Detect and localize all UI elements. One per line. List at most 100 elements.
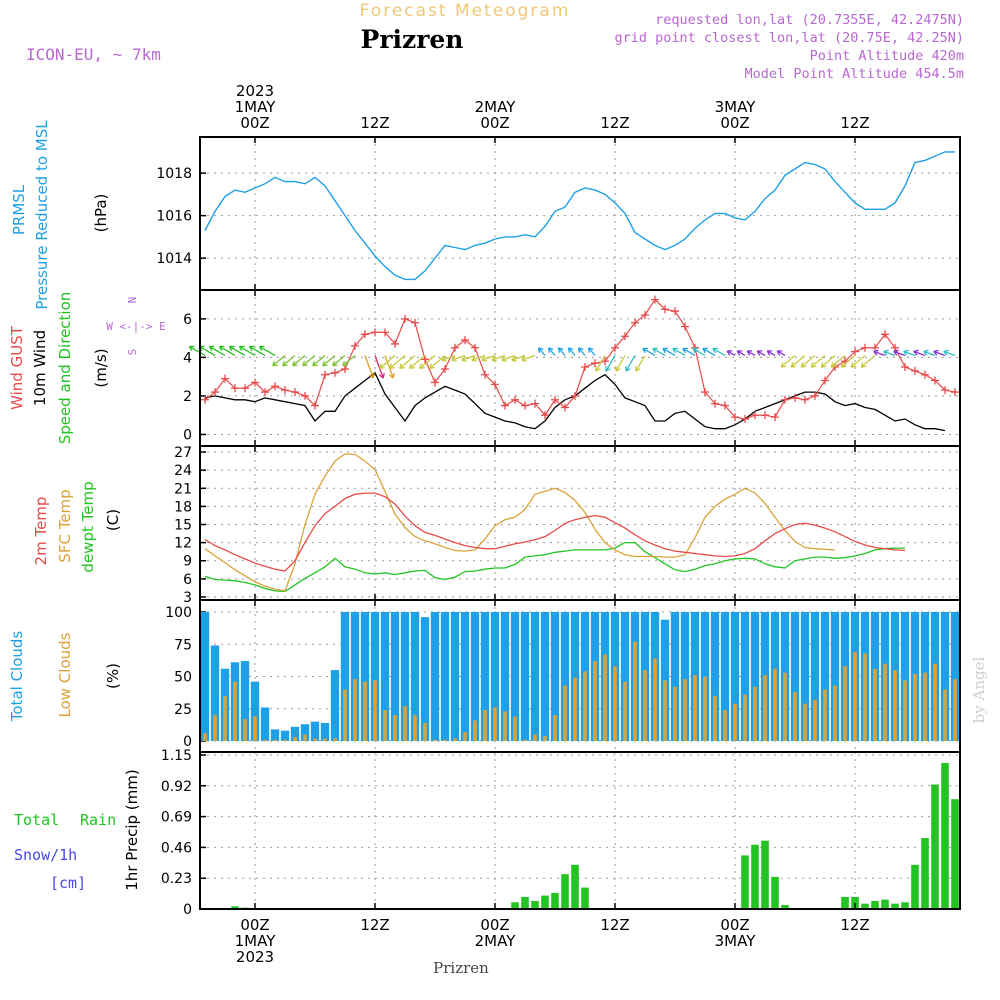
y-tick-label: 75 bbox=[174, 637, 192, 653]
wind-gust-marker bbox=[441, 364, 449, 373]
wind-gust-marker bbox=[361, 330, 369, 339]
wind-gust-marker bbox=[821, 376, 829, 385]
total-rain-label-1: Total bbox=[14, 811, 59, 829]
low-cloud-bar bbox=[613, 666, 617, 741]
low-cloud-bar bbox=[253, 716, 257, 741]
wind-arrow bbox=[471, 354, 486, 361]
point-altitude: Point Altitude 420m bbox=[810, 48, 964, 64]
low-cloud-bar bbox=[753, 686, 757, 741]
low-cloud-bar bbox=[213, 715, 217, 741]
total-cloud-bar bbox=[820, 612, 830, 741]
low-cloud-bar bbox=[603, 654, 607, 741]
wind-gust-marker bbox=[401, 314, 409, 323]
wind-arrow-head bbox=[258, 345, 265, 352]
wind-arrow bbox=[672, 347, 686, 357]
wind-arrow bbox=[578, 347, 586, 356]
wind-gust-marker bbox=[641, 311, 649, 320]
low-cloud-bar bbox=[593, 661, 597, 741]
grid-coords: grid point closest lon,lat (20.75E, 42.2… bbox=[615, 30, 965, 46]
low-cloud-bar bbox=[833, 685, 837, 741]
wind-arrow bbox=[229, 345, 246, 357]
low-cloud-bar bbox=[913, 673, 917, 741]
wind-arrow-head bbox=[322, 360, 328, 367]
low-cloud-bar bbox=[413, 715, 417, 741]
rain-bar bbox=[891, 903, 899, 909]
wind-arrow bbox=[780, 354, 796, 368]
wind-gust-marker bbox=[881, 330, 889, 339]
wind-arrow-head bbox=[481, 355, 487, 362]
total-cloud-bar bbox=[240, 661, 250, 741]
wind-arrow-head bbox=[766, 350, 773, 356]
y-tick-label: 27 bbox=[174, 445, 192, 461]
wind-gust-marker bbox=[501, 401, 509, 410]
wind-gust-marker bbox=[631, 318, 639, 327]
wind-arrow-head bbox=[893, 349, 899, 356]
y-tick-label: 100 bbox=[165, 605, 192, 621]
y-tick-label: 0.69 bbox=[161, 810, 192, 826]
y-tick-label: 50 bbox=[174, 670, 192, 686]
wind-arrow-head bbox=[389, 363, 395, 369]
total-cloud-bar bbox=[310, 721, 320, 741]
low-cloud-bar bbox=[703, 676, 707, 741]
wind-arrow-head bbox=[652, 347, 658, 354]
wind-arrow-head bbox=[302, 360, 308, 367]
wind-arrow-head bbox=[228, 345, 235, 352]
wind-arrow-head bbox=[790, 362, 797, 368]
wind-arrow-head bbox=[537, 347, 544, 353]
snow-unit-label: [cm] bbox=[50, 874, 86, 892]
total-cloud-bar bbox=[940, 612, 950, 741]
wind-gust-marker bbox=[671, 307, 679, 316]
wind-gust-marker bbox=[611, 343, 619, 352]
wind-gust-marker bbox=[321, 370, 329, 379]
wind-gust-marker bbox=[781, 395, 789, 404]
wind-arrow-head bbox=[746, 350, 753, 356]
wind-arrow-head bbox=[342, 360, 348, 367]
wind-arrow-head bbox=[635, 366, 641, 372]
time-label-top: 12Z bbox=[840, 114, 869, 132]
clouds-unit-label: (%) bbox=[104, 663, 122, 689]
time-label-top: 12Z bbox=[600, 114, 629, 132]
y-tick-label: 12 bbox=[174, 536, 192, 552]
wind-arrow-head bbox=[883, 349, 889, 356]
low-cloud-bar bbox=[443, 739, 447, 741]
wind-arrow-head bbox=[272, 360, 278, 367]
requested-coords: requested lon,lat (20.7355E, 42.2475N) bbox=[655, 12, 964, 28]
total-cloud-bar bbox=[710, 612, 720, 741]
wind-arrow bbox=[810, 354, 826, 368]
total-cloud-bar bbox=[900, 612, 910, 741]
rain-bar bbox=[921, 838, 929, 909]
wind-arrow bbox=[302, 354, 316, 367]
wind-arrow-head bbox=[615, 366, 621, 372]
low-cloud-bar bbox=[723, 710, 727, 741]
wind-arrow-head bbox=[188, 345, 195, 352]
wind-gust-marker bbox=[371, 328, 379, 337]
total-cloud-bar bbox=[400, 612, 410, 741]
wind-gust-marker bbox=[931, 376, 939, 385]
total-cloud-bar bbox=[800, 612, 810, 741]
low-cloud-bar bbox=[863, 653, 867, 741]
precip-axis-label: 1hr Precip (mm) bbox=[123, 769, 141, 890]
wind-gust-marker bbox=[651, 295, 659, 304]
total-cloud-bar bbox=[540, 612, 550, 741]
wind-gust-marker bbox=[621, 332, 629, 341]
low-cloud-bar bbox=[673, 686, 677, 741]
wind-arrow-head bbox=[461, 355, 467, 362]
low-cloud-bar bbox=[943, 689, 947, 741]
wind-gust-marker bbox=[491, 380, 499, 389]
low-cloud-bar bbox=[483, 710, 487, 741]
wind-arrow-head bbox=[595, 366, 601, 372]
wind-arrow-head bbox=[776, 350, 783, 356]
pressure-line bbox=[204, 151, 955, 281]
total-clouds-label: Total Clouds bbox=[8, 631, 26, 723]
low-cloud-bar bbox=[523, 739, 527, 741]
wind-arrow bbox=[259, 345, 276, 357]
y-tick-label: 1016 bbox=[156, 209, 192, 225]
time-label-top: 00Z bbox=[240, 114, 269, 132]
wind-arrow-head bbox=[208, 345, 215, 352]
wind-arrow bbox=[568, 347, 576, 356]
wind-arrow bbox=[384, 355, 394, 379]
wind-arrow bbox=[399, 354, 416, 369]
